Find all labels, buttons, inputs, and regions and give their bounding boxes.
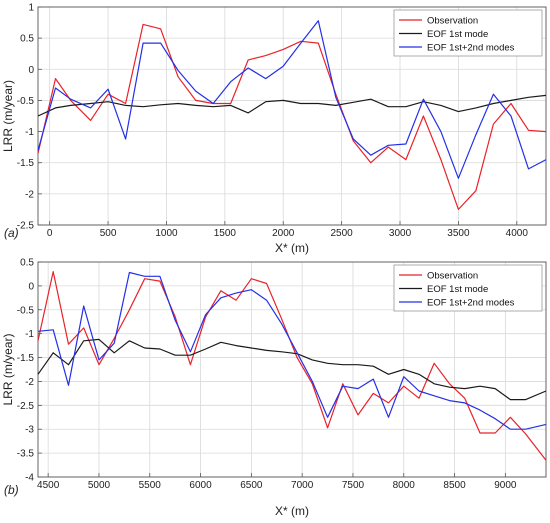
y-axis-label: LRR (m/year)	[1, 333, 15, 405]
y-tick-label: -0.5	[17, 96, 35, 107]
x-tick-label: 5500	[139, 480, 162, 491]
x-tick-label: 2500	[331, 228, 354, 239]
y-tick-label: 0	[28, 281, 34, 292]
x-tick-label: 0	[47, 228, 53, 239]
y-tick-label: -2	[25, 189, 34, 200]
series-line-eof1	[37, 94, 547, 117]
y-tick-label: 0	[28, 65, 34, 76]
x-tick-label: 1000	[155, 228, 178, 239]
x-tick-label: 500	[100, 228, 117, 239]
y-tick-label: -1	[25, 127, 34, 138]
x-tick-label: 7500	[342, 480, 365, 491]
plot-frame	[37, 261, 547, 478]
legend: Observation EOF 1st mode EOF 1st+2nd modes	[393, 264, 543, 312]
x-tick-label: 2000	[272, 228, 295, 239]
y-tick-label: -2	[25, 377, 34, 388]
chart-panel-2: 4500 5000 5500 6000 6500 7000 7500 8000 8500 9000…	[1, 258, 547, 518]
series-line-eof1	[37, 338, 547, 401]
legend: Observation EOF 1st mode EOF 1st+2nd modes	[393, 9, 543, 57]
chart-panel-1: 0 500 1000 1500 2000 2500 3000 3500 4000 -2.5 -2 -1…	[1, 3, 547, 255]
y-tick-label: -2.5	[17, 221, 35, 232]
x-tick-label: 1500	[214, 228, 237, 239]
legend-label: Observation	[427, 271, 478, 282]
x-tick-label: 6000	[189, 480, 212, 491]
panel-label: (b)	[4, 483, 19, 497]
x-tick-label: 4000	[506, 228, 529, 239]
y-tick-label: -1.5	[17, 158, 35, 169]
x-tick-label: 8000	[393, 480, 416, 491]
x-tick-label: 3500	[447, 228, 470, 239]
x-tick-label: 7000	[291, 480, 314, 491]
legend-label: EOF 1st+2nd modes	[427, 43, 515, 54]
legend-label: EOF 1st mode	[427, 284, 488, 295]
panel-label: (a)	[4, 226, 19, 240]
y-tick-label: -3	[25, 425, 34, 436]
x-axis-label: X* (m)	[275, 241, 309, 255]
y-tick-label: 0.5	[20, 34, 34, 45]
x-tick-label: 8500	[443, 480, 466, 491]
legend-label: EOF 1st+2nd modes	[427, 298, 515, 309]
y-tick-label: -1	[25, 329, 34, 340]
y-tick-label: -4	[25, 473, 34, 484]
x-tick-label: 9000	[494, 480, 517, 491]
y-tick-label: -1.5	[17, 353, 35, 364]
y-tick-label: 1	[28, 3, 34, 14]
y-tick-label: 0.5	[20, 258, 34, 269]
legend-label: Observation	[427, 16, 478, 27]
x-tick-label: 5000	[88, 480, 111, 491]
y-tick-label: -3.5	[17, 449, 35, 460]
x-tick-label: 4500	[37, 480, 60, 491]
series-line-eof12	[37, 271, 547, 430]
x-tick-label: 3000	[389, 228, 412, 239]
series-line-eof12	[37, 20, 547, 179]
y-axis-label: LRR (m/year)	[1, 80, 15, 152]
x-tick-label: 6500	[240, 480, 263, 491]
x-axis-label: X* (m)	[275, 504, 309, 518]
series-line-observation	[37, 23, 547, 210]
legend-label: EOF 1st mode	[427, 29, 488, 40]
y-tick-label: -0.5	[17, 305, 35, 316]
y-tick-label: -2.5	[17, 401, 35, 412]
